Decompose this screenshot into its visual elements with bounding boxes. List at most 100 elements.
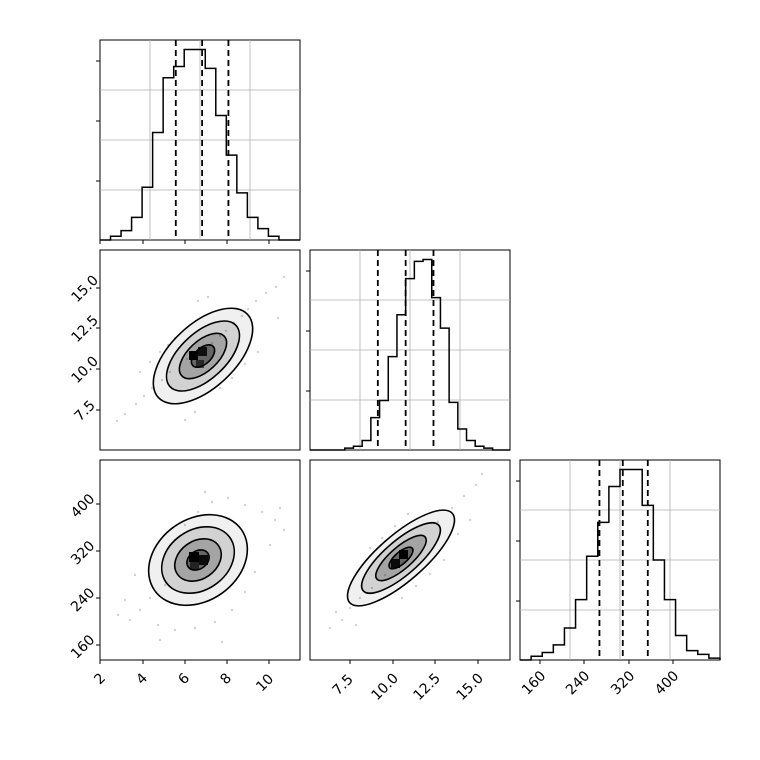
sample-point [246, 307, 250, 311]
x-ticks-hist-x3 [539, 660, 674, 664]
sample-point [213, 620, 217, 624]
sample-point [210, 500, 214, 504]
sample-point [264, 291, 268, 295]
histogram-step [100, 48, 300, 241]
sample-point [160, 378, 164, 382]
sample-point [282, 275, 286, 279]
density-peak-cell [198, 347, 207, 356]
sample-point [370, 586, 374, 590]
density-x2-x1 [153, 308, 253, 404]
sample-point [480, 472, 484, 476]
grid-layer [100, 40, 720, 660]
sample-point [383, 573, 387, 577]
density-peak-cell [196, 360, 204, 368]
sample-point [163, 583, 167, 587]
panel-frame [99, 459, 301, 661]
contour-line [152, 307, 254, 405]
density-peak-cell [391, 559, 400, 568]
sample-point [218, 334, 222, 338]
panel-frame [99, 249, 301, 451]
sample-point [256, 350, 260, 354]
sample-point [115, 419, 119, 423]
y-ticks-hist-x3 [516, 480, 520, 602]
sample-point [196, 299, 200, 303]
sample-point [328, 626, 332, 630]
density-peak-cell [189, 552, 199, 562]
sample-point [442, 558, 446, 562]
sample-point [210, 341, 214, 345]
contour-line [190, 344, 216, 368]
contour-line [147, 513, 249, 607]
sample-point [183, 418, 187, 422]
sample-point [206, 295, 210, 299]
sample-point [428, 572, 432, 576]
contour-line [346, 509, 456, 607]
sample-point [156, 623, 160, 627]
contour-line [186, 549, 210, 571]
sample-point [468, 518, 472, 522]
contours-x3-x2 [346, 509, 456, 607]
sample-point [456, 532, 460, 536]
sample-point [414, 584, 418, 588]
sample-point [380, 536, 384, 540]
sample-point [218, 386, 222, 390]
sample-point [196, 510, 200, 514]
density-peak-cell [399, 550, 408, 559]
sample-point [462, 494, 466, 498]
sample-point [150, 386, 154, 390]
sample-point [203, 490, 207, 494]
sample-point [278, 506, 282, 510]
sample-point [138, 370, 142, 374]
sample-point [393, 524, 397, 528]
sample-point [173, 628, 177, 632]
sample-point [354, 623, 358, 627]
density-x3-x2 [347, 510, 455, 606]
sample-point [243, 503, 247, 507]
contour-line [174, 538, 222, 582]
sample-point [273, 518, 277, 522]
sample-point [134, 402, 138, 406]
sample-point [274, 285, 278, 289]
sample-point [168, 370, 172, 374]
histogram-layer [100, 40, 721, 661]
sample-point [276, 316, 280, 320]
sample-point [282, 528, 286, 532]
sample-point [183, 523, 187, 527]
sample-point [436, 520, 440, 524]
contours-x2-x1 [152, 307, 254, 405]
contour-line [360, 521, 442, 595]
sample-point [474, 483, 478, 487]
sample-point [193, 626, 197, 630]
sample-point [400, 596, 404, 600]
contour-line [374, 534, 428, 582]
sample-point [253, 570, 257, 574]
panel-frame [309, 459, 511, 661]
panel-scatter-x2-x1: 15.0 12.5 10.0 7.5 [68, 249, 301, 451]
sample-point [158, 350, 162, 354]
histogram-step [310, 258, 510, 451]
sample-point [142, 394, 146, 398]
density-peak-cell [199, 555, 208, 565]
sample-point [406, 512, 410, 516]
sample-point [334, 610, 338, 614]
contours-x3-x1 [147, 513, 249, 607]
sample-point [254, 299, 258, 303]
sample-point [193, 410, 197, 414]
sample-point [230, 376, 234, 380]
sample-point [268, 543, 272, 547]
sample-point [230, 608, 234, 612]
sample-point [148, 360, 152, 364]
sample-point [348, 606, 352, 610]
sample-point [220, 640, 224, 644]
sample-point [133, 573, 137, 577]
sample-point [224, 329, 228, 333]
sample-point [243, 362, 247, 366]
sample-point [158, 638, 162, 642]
sample-point [185, 357, 189, 361]
sample-point [358, 596, 362, 600]
sample-point [243, 590, 247, 594]
contour-line [165, 320, 241, 392]
panel-scatter-x3-x2: 7.5 10.0 12.5 15.0 [309, 459, 511, 704]
